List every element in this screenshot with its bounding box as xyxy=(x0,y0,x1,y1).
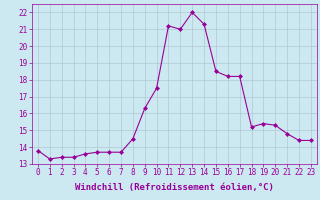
X-axis label: Windchill (Refroidissement éolien,°C): Windchill (Refroidissement éolien,°C) xyxy=(75,183,274,192)
